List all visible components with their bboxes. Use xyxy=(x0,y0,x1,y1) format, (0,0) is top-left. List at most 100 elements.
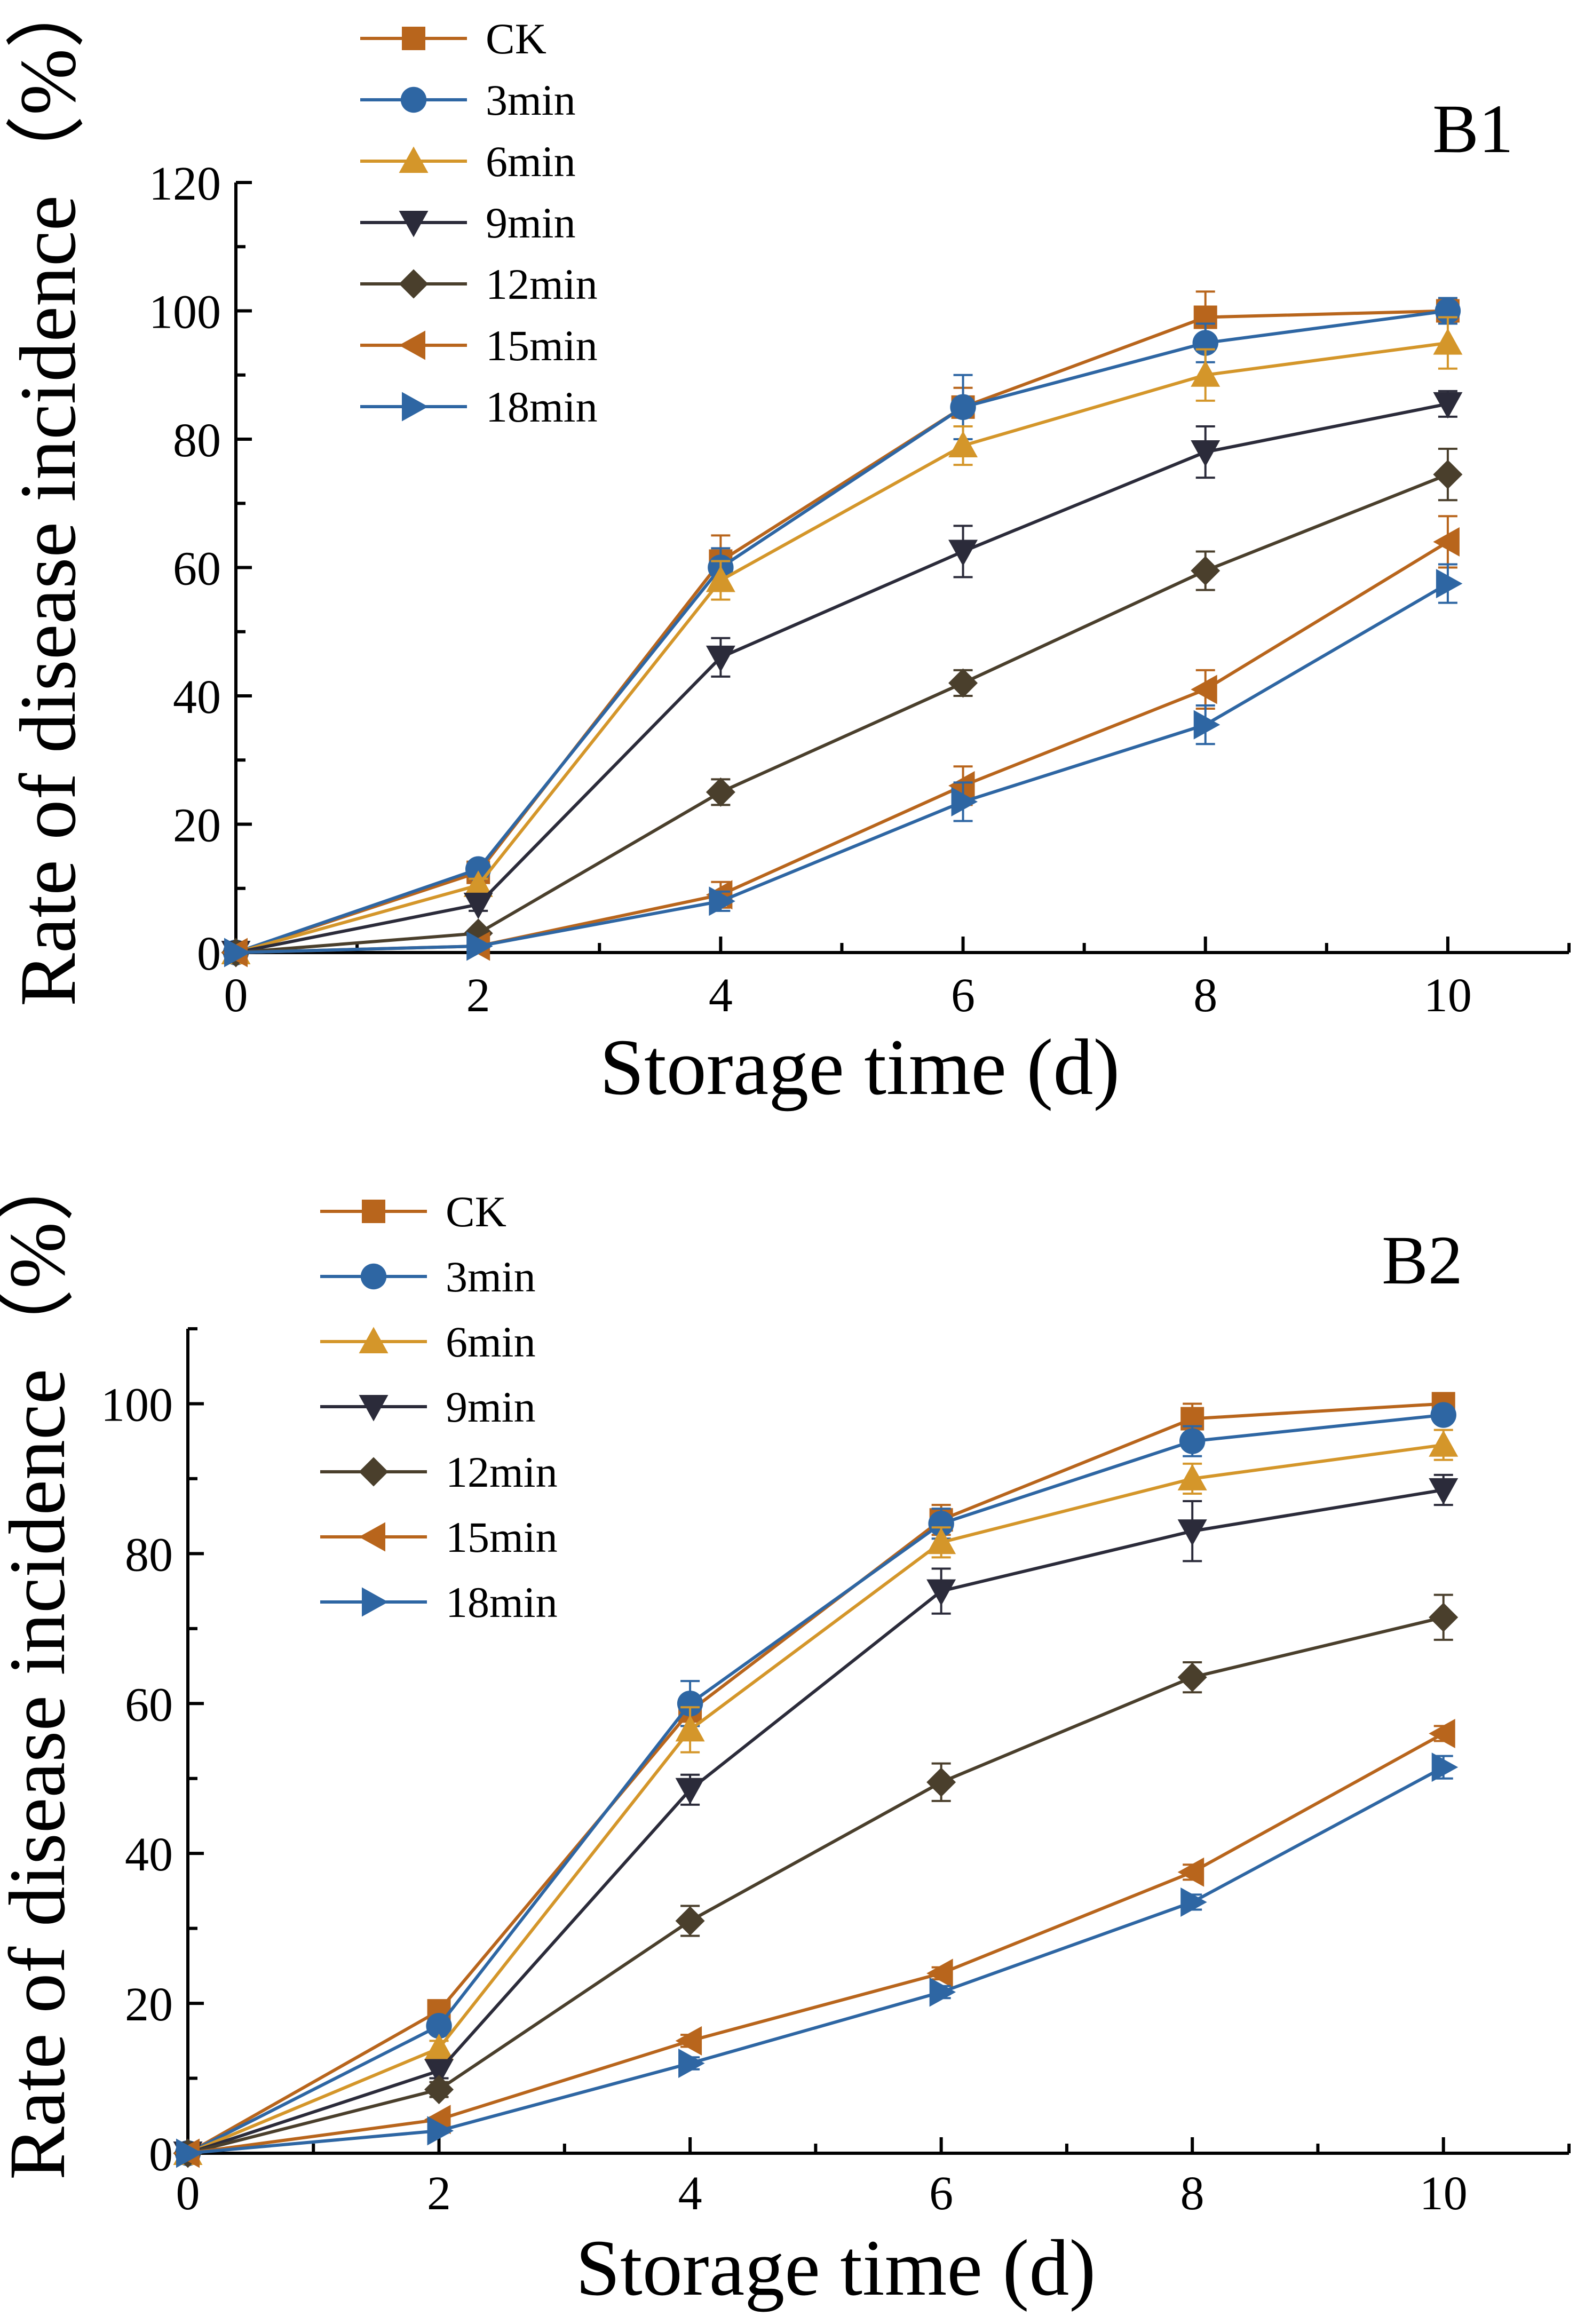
x-axis-title: Storage time (d) xyxy=(576,2224,1096,2312)
series-line xyxy=(235,582,1449,954)
legend-marker xyxy=(359,1395,389,1422)
legend-marker xyxy=(399,269,429,299)
legend-label: 18min xyxy=(446,1578,558,1627)
data-point xyxy=(1429,1430,1459,1457)
data-point xyxy=(950,394,976,421)
legend-item: 6min xyxy=(320,1318,536,1366)
data-point xyxy=(463,870,493,897)
y-tick-label: 40 xyxy=(173,671,221,724)
x-tick-label: 2 xyxy=(427,2167,451,2220)
legend-label: CK xyxy=(446,1187,506,1236)
data-point xyxy=(926,1958,953,1988)
data-point xyxy=(1433,392,1463,419)
legend-label: 12min xyxy=(486,260,598,308)
legend-marker xyxy=(402,27,425,50)
legend-label: 6min xyxy=(486,137,576,186)
series-line xyxy=(187,1615,1444,2155)
y-tick-label: 0 xyxy=(197,927,221,980)
y-tick-label: 20 xyxy=(173,799,221,852)
legend-marker xyxy=(399,146,429,173)
data-point xyxy=(709,886,735,916)
series-line xyxy=(187,1766,1445,2155)
data-point xyxy=(1433,459,1463,489)
data-point xyxy=(426,2013,452,2039)
legend-item: 18min xyxy=(320,1578,558,1627)
series-line xyxy=(187,1413,1444,2155)
series-line xyxy=(187,1488,1444,2155)
data-point xyxy=(463,892,493,919)
y-axis-title: Rate of disease incidence（%） xyxy=(4,0,92,1006)
legend-marker xyxy=(359,1457,389,1487)
data-point xyxy=(951,787,978,816)
data-point xyxy=(1177,1519,1207,1546)
data-point xyxy=(926,1767,956,1797)
x-tick-label: 2 xyxy=(466,969,490,1022)
data-point xyxy=(1436,569,1463,599)
series-18min xyxy=(224,563,1463,967)
legend-label: 3min xyxy=(486,76,576,124)
data-point xyxy=(1433,527,1460,557)
legend-item: 15min xyxy=(320,1513,558,1561)
legend-item: 6min xyxy=(360,137,576,186)
panel-label: B2 xyxy=(1382,1222,1463,1299)
legend-item: CK xyxy=(360,14,546,63)
series-line xyxy=(187,1732,1445,2155)
legend-item: 3min xyxy=(360,76,576,124)
legend-item: 9min xyxy=(360,199,576,247)
data-point xyxy=(1429,1478,1459,1505)
series-line xyxy=(235,309,1448,954)
legend-item: 12min xyxy=(360,260,598,308)
data-point xyxy=(424,2059,454,2085)
x-tick-label: 4 xyxy=(678,2167,702,2220)
x-tick-label: 10 xyxy=(1424,969,1472,1022)
data-point xyxy=(1179,1428,1206,1454)
data-point xyxy=(929,1977,956,2007)
data-point xyxy=(1431,1752,1459,1782)
y-axis-title-text: Rate of disease incidence xyxy=(4,195,92,1006)
data-point xyxy=(675,2026,702,2056)
legend-label: 12min xyxy=(446,1448,558,1496)
x-tick-label: 0 xyxy=(224,969,248,1022)
data-point xyxy=(948,540,978,566)
y-tick-label: 100 xyxy=(149,286,221,339)
data-point xyxy=(1429,1718,1455,1748)
data-point xyxy=(675,1778,705,1805)
y-tick-label: 60 xyxy=(173,543,221,596)
legend-item: CK xyxy=(320,1187,506,1236)
legend-marker xyxy=(359,1522,385,1552)
data-point xyxy=(1433,328,1463,355)
legend-item: 3min xyxy=(320,1252,536,1301)
y-tick-label: 100 xyxy=(101,1378,173,1431)
y-axis-title-unit: （%） xyxy=(4,0,92,195)
series-15min xyxy=(173,1718,1455,2168)
data-point xyxy=(1191,440,1221,467)
data-point xyxy=(466,931,493,961)
series-line xyxy=(235,309,1448,954)
legend: CK 3min 6min 9min 12min 15min 18min xyxy=(360,14,598,431)
legend-label: 15min xyxy=(446,1513,558,1561)
series-line xyxy=(235,473,1449,954)
data-point xyxy=(224,938,251,967)
data-point xyxy=(424,2075,454,2105)
y-tick-label: 60 xyxy=(125,1678,173,1731)
legend-item: 15min xyxy=(360,321,598,370)
x-tick-label: 6 xyxy=(951,969,975,1022)
data-point xyxy=(1191,556,1221,586)
series-18min xyxy=(176,1752,1459,2168)
panel-label: B1 xyxy=(1432,91,1513,168)
x-tick-label: 6 xyxy=(929,2167,953,2220)
data-point xyxy=(706,566,735,592)
data-point xyxy=(1430,1402,1456,1428)
legend-marker xyxy=(400,86,427,113)
data-point xyxy=(706,777,735,807)
legend-label: 6min xyxy=(446,1318,536,1366)
x-axis-title: Storage time (d) xyxy=(600,1023,1120,1112)
series-line xyxy=(187,1443,1444,2155)
series-line xyxy=(235,402,1448,954)
legend: CK 3min 6min 9min 12min 15min 18min xyxy=(320,1187,558,1627)
legend-label: 18min xyxy=(486,383,598,431)
data-point xyxy=(675,1906,705,1936)
legend-marker xyxy=(359,1327,389,1353)
